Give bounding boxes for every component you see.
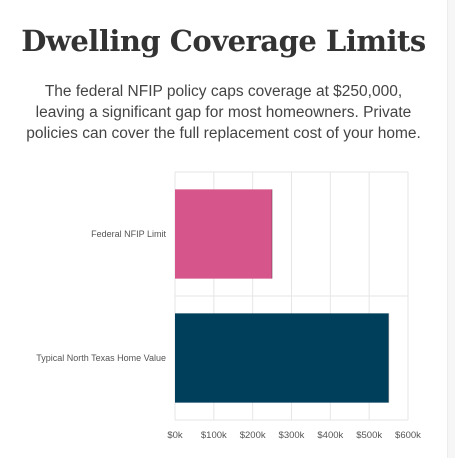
- chart-bars: [175, 189, 390, 403]
- page-title: Dwelling Coverage Limits: [21, 24, 426, 58]
- x-tick-label: $300k: [279, 430, 305, 441]
- bar: [175, 313, 389, 403]
- x-tick-label: $200k: [240, 430, 266, 441]
- x-axis-tick-labels: $0k $100k $200k $300k $400k $500k $600k: [167, 430, 421, 441]
- x-tick-label: $600k: [395, 430, 421, 441]
- x-tick-label: $400k: [317, 430, 343, 441]
- category-label: Federal NFIP Limit: [91, 229, 166, 239]
- x-tick-label: $500k: [356, 430, 382, 441]
- category-labels: Federal NFIP Limit Typical North Texas Ho…: [36, 229, 166, 363]
- chart-description: The federal NFIP policy caps coverage at…: [26, 83, 421, 142]
- category-label: Typical North Texas Home Value: [36, 353, 166, 363]
- x-tick-label: $100k: [201, 430, 227, 441]
- bar: [175, 189, 273, 279]
- x-tick-label: $0k: [167, 430, 183, 441]
